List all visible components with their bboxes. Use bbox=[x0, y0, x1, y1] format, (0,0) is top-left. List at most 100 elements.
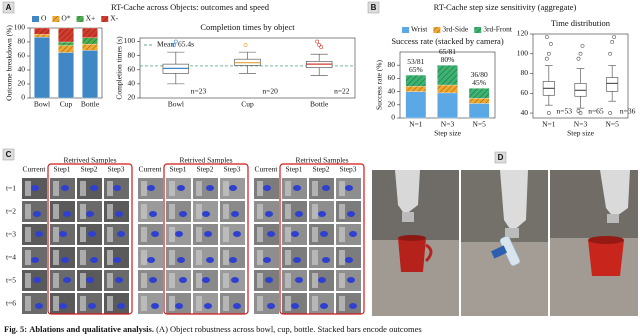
outlier bbox=[319, 45, 324, 50]
retrieved-frame bbox=[47, 163, 133, 315]
thumbnail-object bbox=[107, 181, 113, 196]
panel-label: B bbox=[371, 3, 377, 12]
thumbnail-target bbox=[117, 303, 125, 309]
chart-title: Time distribution bbox=[551, 18, 611, 28]
thumbnail-object bbox=[312, 296, 318, 311]
x-axis-label: Step size bbox=[434, 129, 462, 138]
thumbnail-target bbox=[147, 185, 155, 191]
y-tick-label: 80 bbox=[128, 50, 136, 59]
legend-swatch bbox=[402, 27, 409, 33]
y-tick-label: 80 bbox=[18, 37, 26, 46]
y-tick-label: 120 bbox=[517, 29, 529, 38]
x-tick-label: Bottle bbox=[310, 100, 329, 109]
robot-gripper bbox=[402, 212, 414, 222]
thumbnail-object bbox=[285, 227, 291, 242]
bar-segment bbox=[437, 84, 458, 94]
box bbox=[606, 77, 619, 92]
retrieved-label: Retrived Samples bbox=[63, 156, 116, 165]
x-tick-label: Bowl bbox=[168, 100, 184, 109]
bar-annotation: 53/81 bbox=[407, 57, 424, 66]
y-tick-label: 20 bbox=[388, 100, 396, 109]
mean-label: Mean: 65.4s bbox=[157, 40, 194, 49]
outlier bbox=[610, 40, 615, 44]
thumbnail-target bbox=[229, 257, 237, 263]
red-cup bbox=[398, 238, 426, 272]
thumbnail-object bbox=[223, 250, 229, 265]
outlier bbox=[173, 39, 178, 44]
thumbnail-target bbox=[233, 231, 241, 237]
x-tick-label: N=3 bbox=[441, 120, 455, 129]
thumbnail-object bbox=[25, 273, 31, 288]
x-tick-label: N=1 bbox=[542, 120, 556, 129]
thumbnail-object bbox=[169, 204, 175, 219]
thumbnail-target bbox=[61, 257, 69, 263]
thumbnail-target bbox=[231, 211, 239, 217]
bar-segment bbox=[437, 65, 458, 86]
y-axis-label: Outcome breakdown (%) bbox=[5, 25, 14, 101]
y-tick-label: 100 bbox=[124, 36, 136, 45]
photo-table bbox=[461, 242, 548, 316]
robot-arm bbox=[600, 170, 630, 218]
thumbnail-target bbox=[349, 303, 357, 309]
outlier bbox=[317, 43, 322, 47]
robot-gripper bbox=[505, 228, 519, 238]
thumbnail-target bbox=[151, 231, 159, 237]
column-label: Current bbox=[23, 165, 47, 174]
thumbnail-object bbox=[257, 227, 263, 242]
thumbnail-target bbox=[291, 303, 299, 309]
thumbnail-object bbox=[25, 227, 31, 242]
thumbnail-object bbox=[141, 227, 147, 242]
n-label: n=22 bbox=[334, 87, 350, 96]
thumbnail-target bbox=[202, 277, 210, 283]
thumbnail-target bbox=[33, 277, 41, 283]
panel-label: C bbox=[6, 150, 12, 159]
chart-title: Success rate (stacked by camera) bbox=[391, 36, 503, 46]
thumbnail-target bbox=[86, 277, 94, 283]
y-tick-label: 40 bbox=[128, 79, 136, 88]
thumbnail-target bbox=[117, 231, 125, 237]
thumbnail-object bbox=[107, 273, 113, 288]
outlier bbox=[544, 35, 549, 39]
legend-swatch bbox=[474, 27, 482, 33]
thumbnail-target bbox=[291, 231, 299, 237]
thumbnail-object bbox=[169, 227, 175, 242]
row-label: t=3 bbox=[6, 230, 16, 239]
y-tick-label: 100 bbox=[517, 48, 529, 57]
thumbnail-target bbox=[113, 257, 121, 263]
thumbnail-object bbox=[339, 181, 345, 196]
column-label: Step2 bbox=[196, 165, 213, 174]
thumbnail-target bbox=[295, 277, 303, 283]
n-label: n=53 bbox=[557, 107, 573, 116]
legend-label: X+ bbox=[86, 14, 96, 23]
column-label: Step3 bbox=[223, 165, 240, 174]
panel-label-box bbox=[2, 148, 15, 161]
column-label: Step2 bbox=[80, 165, 97, 174]
thumbnail-object bbox=[141, 273, 147, 288]
cup-rim bbox=[398, 235, 426, 241]
row-label: t=4 bbox=[6, 253, 16, 262]
x-tick-label: Cup bbox=[241, 100, 254, 109]
thumbnail-target bbox=[231, 277, 239, 283]
legend-label: Wrist bbox=[411, 25, 428, 34]
thumbnail-object bbox=[285, 296, 291, 311]
column-label: Current bbox=[139, 165, 163, 174]
thumbnail-target bbox=[90, 257, 98, 263]
outlier bbox=[576, 109, 581, 113]
plot-frame bbox=[532, 33, 629, 119]
thumbnail-target bbox=[177, 257, 185, 263]
thumbnail-object bbox=[196, 250, 202, 265]
retrieved-label: Retrived Samples bbox=[179, 156, 232, 165]
y-tick-label: 100 bbox=[14, 23, 26, 32]
thumbnail-target bbox=[175, 231, 183, 237]
thumbnail-target bbox=[347, 211, 355, 217]
thumbnail-target bbox=[204, 231, 212, 237]
bar-segment bbox=[58, 41, 74, 46]
row-label: t=5 bbox=[6, 276, 16, 285]
bar-segment bbox=[468, 88, 490, 99]
thumbnail-target bbox=[320, 303, 328, 309]
outlier bbox=[544, 56, 549, 61]
legend-swatch bbox=[101, 16, 109, 22]
n-label: n=23 bbox=[191, 87, 207, 96]
thumbnail-object bbox=[257, 273, 263, 288]
thumbnail-target bbox=[267, 231, 275, 237]
